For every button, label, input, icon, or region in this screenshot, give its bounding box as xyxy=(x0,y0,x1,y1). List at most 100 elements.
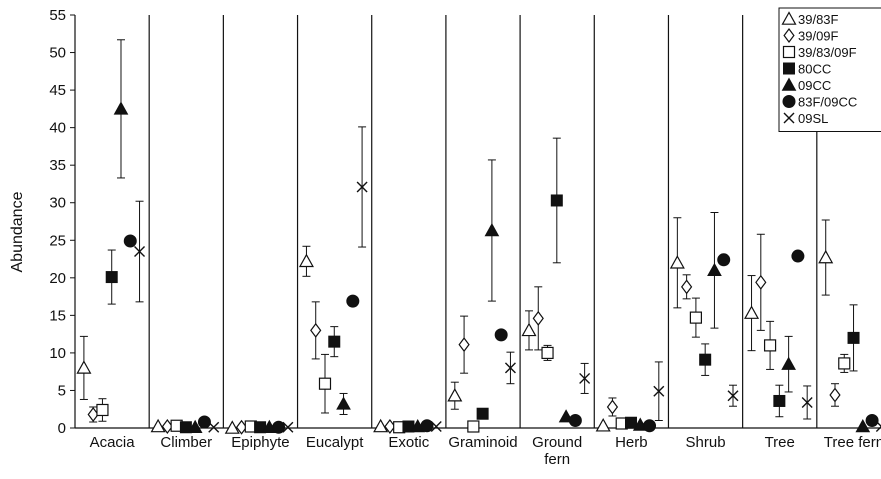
x-category-label: Graminoid xyxy=(448,434,517,451)
data-point xyxy=(707,262,722,277)
x-category-label: Acacia xyxy=(90,434,136,451)
data-point xyxy=(579,372,591,384)
y-tick-label: 45 xyxy=(49,82,66,99)
legend-entry-label: 80CC xyxy=(798,62,831,77)
x-marker-stroke xyxy=(282,421,294,433)
x-marker-stroke xyxy=(875,421,881,428)
legend-entry-label: 39/83/09F xyxy=(798,45,857,60)
data-point xyxy=(669,255,685,269)
y-tick-label: 10 xyxy=(49,345,66,362)
legend-marker xyxy=(782,95,796,108)
data-point xyxy=(272,420,286,434)
x-category-label: Herb xyxy=(615,434,648,451)
x-category-label: Tree fern xyxy=(824,434,881,451)
data-point xyxy=(643,419,657,433)
data-point xyxy=(875,421,881,432)
data-point xyxy=(744,305,760,319)
data-point xyxy=(689,311,703,324)
data-point xyxy=(699,353,712,366)
panel-dividers xyxy=(148,15,818,428)
legend-entry-label: 09SL xyxy=(798,111,828,126)
error-bars xyxy=(79,39,858,423)
data-point xyxy=(123,234,137,248)
data-point xyxy=(328,335,341,348)
data-point xyxy=(346,294,360,308)
data-point xyxy=(541,346,554,360)
data-point xyxy=(208,421,220,433)
data-point xyxy=(373,418,389,433)
data-point xyxy=(318,377,332,390)
x-category-label: Ground xyxy=(532,434,582,451)
legend-marker xyxy=(781,77,797,91)
data-point xyxy=(606,399,619,415)
data-point xyxy=(568,413,582,427)
data-point xyxy=(96,403,109,417)
x-marker-stroke xyxy=(356,181,368,193)
y-tick-label: 30 xyxy=(49,195,66,212)
data-point xyxy=(595,418,611,432)
data-points xyxy=(76,101,881,435)
data-point xyxy=(476,407,489,420)
data-point xyxy=(763,339,777,352)
y-axis-title: Abundance xyxy=(9,191,26,272)
data-point xyxy=(105,271,118,284)
x-marker-stroke xyxy=(875,425,881,432)
data-point xyxy=(521,322,537,337)
x-category-label: Eucalypt xyxy=(306,434,364,451)
axes xyxy=(74,15,881,429)
x-category-label: Climber xyxy=(160,434,212,451)
y-tick-label: 35 xyxy=(49,157,66,174)
data-point xyxy=(113,101,129,115)
data-point xyxy=(550,194,563,207)
legend-marker xyxy=(783,62,795,75)
data-point xyxy=(420,419,434,433)
data-point xyxy=(818,249,834,264)
data-point xyxy=(134,246,146,258)
data-point xyxy=(791,249,805,263)
data-point xyxy=(467,420,480,433)
x-category-label: fern xyxy=(544,451,570,468)
x-marker-stroke xyxy=(727,390,739,402)
data-point xyxy=(150,418,166,433)
x-marker-stroke xyxy=(504,362,516,374)
x-marker-stroke xyxy=(208,421,220,433)
y-tick-label: 40 xyxy=(49,120,66,137)
y-tick-label: 5 xyxy=(58,382,66,399)
legend-entry-label: 09CC xyxy=(798,78,831,93)
x-category-label: Exotic xyxy=(388,434,429,451)
x-marker-stroke xyxy=(801,396,813,408)
data-point xyxy=(197,415,211,429)
data-point xyxy=(310,322,322,338)
x-category-label: Epiphyte xyxy=(231,434,289,451)
data-point xyxy=(298,253,314,268)
data-point xyxy=(336,396,351,410)
data-point xyxy=(847,331,860,344)
data-point xyxy=(681,279,693,295)
data-point xyxy=(447,387,463,402)
data-point xyxy=(855,418,871,433)
data-point xyxy=(282,421,294,433)
data-point xyxy=(430,421,442,432)
data-point xyxy=(532,310,544,326)
y-tick-label: 50 xyxy=(49,45,66,62)
x-category-labels: Acacia Climber Epiphyte Eucalypt Exotic Grami… xyxy=(90,434,881,468)
y-tick-label: 0 xyxy=(58,420,66,437)
y-ticks: 0 5 10 15 20 25 30 35 40 45 50 55 xyxy=(49,7,75,437)
data-point xyxy=(773,394,786,407)
data-point xyxy=(653,385,665,397)
data-point xyxy=(781,356,796,370)
data-point xyxy=(356,181,368,193)
data-point xyxy=(865,413,879,427)
x-marker-stroke xyxy=(430,421,442,432)
data-point xyxy=(494,328,508,342)
data-point xyxy=(755,274,767,290)
y-tick-label: 55 xyxy=(49,7,66,24)
legend-entry-label: 39/09F xyxy=(798,29,839,44)
data-point xyxy=(829,387,841,403)
x-category-label: Tree xyxy=(765,434,795,451)
data-point xyxy=(76,360,92,374)
y-tick-label: 25 xyxy=(49,232,66,249)
data-point xyxy=(801,396,813,408)
